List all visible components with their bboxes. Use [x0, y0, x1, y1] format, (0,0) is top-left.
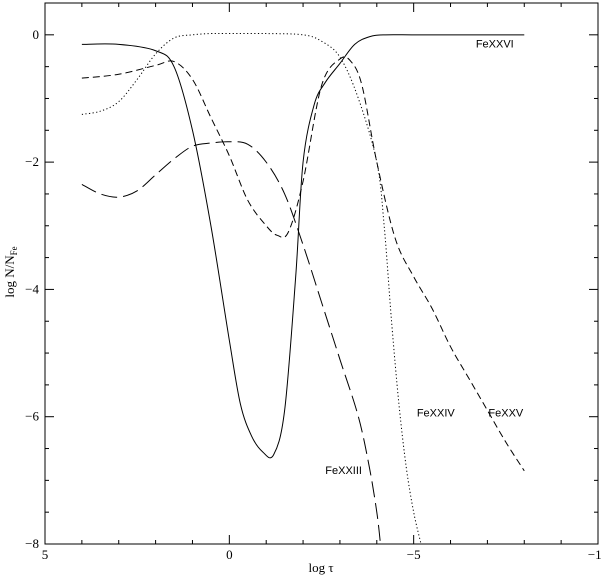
x-axis-label: log τ	[308, 560, 333, 575]
series-label-fexxiii: FeXXIII	[325, 465, 362, 477]
plot-frame	[44, 2, 599, 545]
y-axis-label-subscript: Fe	[9, 246, 19, 255]
series-line-fexxv	[81, 56, 525, 472]
series-label-fexxv: FeXXV	[488, 408, 524, 420]
series-labels: FeXXVI FeXXIV FeXXV FeXXIII	[325, 39, 524, 477]
y-tick-label: −6	[25, 409, 39, 424]
axis-ticks: 5 0 −5 −10 0 −2 −4 −6 −8	[25, 2, 602, 562]
y-tick-label: −4	[25, 281, 39, 296]
x-tick-label: −10	[588, 547, 602, 562]
y-tick-label: 0	[33, 27, 40, 42]
x-tick-label: −5	[407, 547, 421, 562]
y-tick-label: −8	[25, 536, 39, 551]
x-tick-label: 0	[226, 547, 233, 562]
series-lines	[81, 32, 525, 545]
series-line-fexxiv	[81, 32, 422, 545]
series-line-fexxiii	[81, 141, 381, 545]
series-line-fexxvi	[81, 34, 525, 459]
series-label-fexxiv: FeXXIV	[417, 408, 456, 420]
x-tick-label: 5	[42, 547, 49, 562]
y-axis-label: log N/NFe	[2, 246, 19, 297]
y-axis-label-main: log N/N	[2, 255, 17, 298]
y-tick-label: −2	[25, 154, 39, 169]
series-label-fexxvi: FeXXVI	[476, 39, 514, 51]
